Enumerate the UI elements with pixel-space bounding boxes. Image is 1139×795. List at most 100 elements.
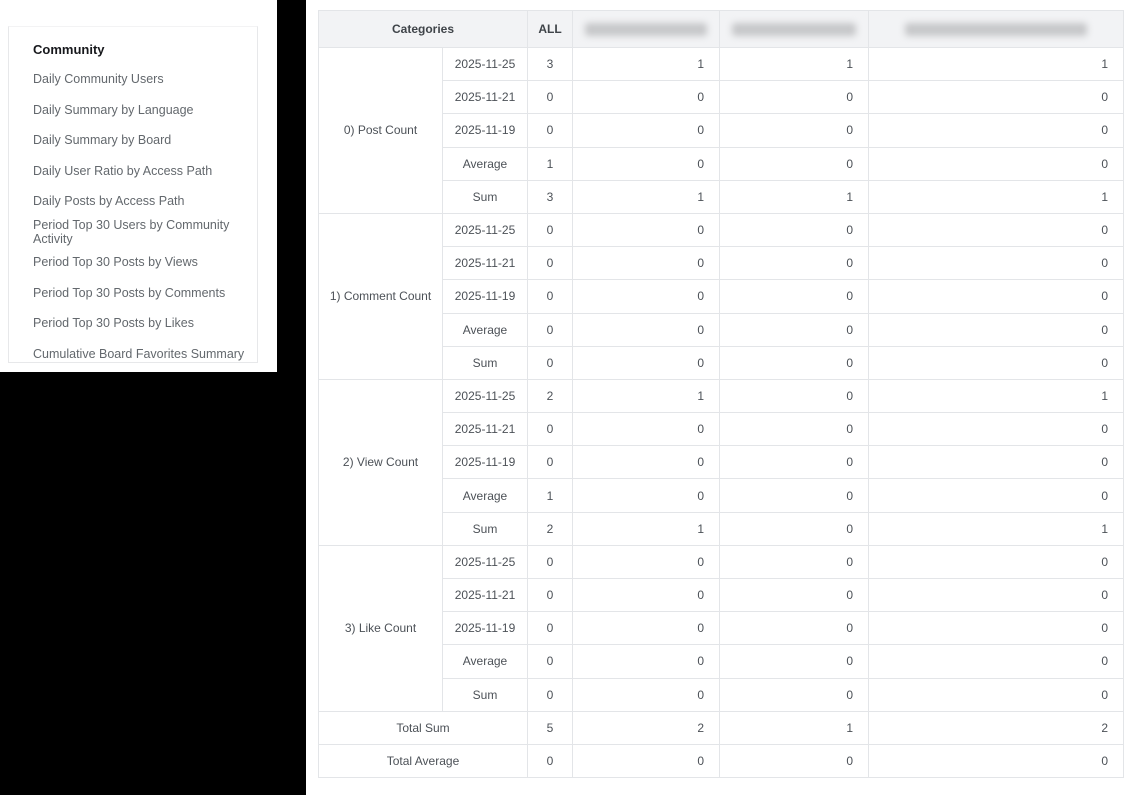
- board-value: 0: [719, 677, 869, 712]
- board-value: 0: [868, 611, 1124, 646]
- all-value: 0: [527, 743, 573, 779]
- summary-row-label: Average: [442, 478, 528, 513]
- date-row-label: 2025-11-19: [442, 445, 528, 480]
- sidebar-item[interactable]: Period Top 30 Posts by Likes: [33, 316, 194, 331]
- menu-title: Community: [33, 42, 105, 57]
- board-value: 1: [719, 46, 869, 82]
- all-value: 0: [527, 312, 573, 347]
- board-value: 0: [572, 345, 720, 380]
- sidebar-item[interactable]: Daily User Ratio by Access Path: [33, 163, 213, 178]
- board-value: 0: [719, 511, 869, 546]
- sidebar-item[interactable]: Daily Summary by Language: [33, 102, 194, 117]
- header-redacted-board-2: [719, 10, 869, 48]
- date-row-label: 2025-11-21: [442, 80, 528, 115]
- board-value: 1: [719, 179, 869, 214]
- board-value: 1: [868, 46, 1124, 82]
- board-value: 0: [719, 478, 869, 513]
- board-value: 0: [868, 80, 1124, 115]
- all-value: 0: [527, 80, 573, 115]
- all-value: 2: [527, 511, 573, 546]
- sidebar-item[interactable]: Period Top 30 Posts by Views: [33, 255, 198, 270]
- summary-row-label: Sum: [442, 345, 528, 380]
- board-value: 0: [868, 279, 1124, 314]
- report-panel: Categories ALL 0) Post Count 2025-11-25 3 1…: [306, 0, 1139, 795]
- board-value: 0: [719, 412, 869, 447]
- summary-row-label: Average: [442, 146, 528, 181]
- all-value: 0: [527, 577, 573, 613]
- table-row: Average 1 0 0 0: [319, 146, 1124, 181]
- sidebar-item[interactable]: Cumulative Board Favorites Summary: [33, 346, 245, 361]
- all-value: 0: [527, 113, 573, 148]
- board-value: 0: [572, 677, 720, 712]
- board-value: 0: [719, 644, 869, 679]
- sidebar-item[interactable]: Daily Summary by Board: [33, 133, 172, 148]
- board-value: 1: [868, 378, 1124, 414]
- board-value: 0: [572, 80, 720, 115]
- summary-row-label: Average: [442, 312, 528, 347]
- date-row-label: 2025-11-25: [442, 378, 528, 414]
- table-row: Average 0 0 0 0: [319, 312, 1124, 347]
- board-value: 0: [572, 743, 720, 779]
- board-value: 0: [719, 445, 869, 480]
- redacted-text-blur: [904, 22, 1088, 36]
- all-value: 5: [527, 710, 573, 745]
- all-value: 0: [527, 544, 573, 580]
- date-row-label: 2025-11-21: [442, 577, 528, 613]
- table-row: 0) Post Count 2025-11-25 3 1 1 1: [318, 46, 1124, 214]
- table-row: 2025-11-21 0 0 0 0: [319, 80, 1124, 115]
- table-row: 2025-11-21 0 0 0 0: [319, 412, 1124, 447]
- summary-row-label: Sum: [442, 179, 528, 214]
- total-row: Total Average 0 0 0 0: [318, 743, 1124, 779]
- board-value: 0: [719, 345, 869, 380]
- community-menu-card: Community Daily Community Users Daily Sum…: [8, 26, 258, 363]
- board-value: 0: [868, 677, 1124, 712]
- table-header-row: Categories ALL: [318, 10, 1124, 48]
- board-value: 0: [719, 611, 869, 646]
- date-row-label: 2025-11-25: [442, 544, 528, 580]
- board-value: 0: [719, 80, 869, 115]
- sidebar-item[interactable]: Period Top 30 Users by Community Activit…: [33, 217, 230, 246]
- sidebar-item[interactable]: Daily Community Users: [33, 72, 164, 87]
- total-row-label: Total Sum: [318, 710, 528, 745]
- date-row-label: 2025-11-19: [442, 113, 528, 148]
- date-row-label: 2025-11-21: [442, 412, 528, 447]
- board-value: 0: [868, 246, 1124, 281]
- all-value: 0: [527, 246, 573, 281]
- table-row: 2025-11-21 0 0 0 0: [319, 246, 1124, 281]
- category-group-label: 3) Like Count: [318, 544, 443, 712]
- all-value: 0: [527, 611, 573, 646]
- all-value: 0: [527, 445, 573, 480]
- board-value: 0: [572, 246, 720, 281]
- board-value: 0: [868, 644, 1124, 679]
- sidebar-item[interactable]: Daily Posts by Access Path: [33, 194, 185, 209]
- community-summary-table: Categories ALL 0) Post Count 2025-11-25 3 1…: [318, 10, 1124, 779]
- table-row: 3) Like Count 2025-11-25 0 0 0 0: [318, 544, 1124, 712]
- board-value: 0: [572, 279, 720, 314]
- all-value: 0: [527, 677, 573, 712]
- board-value: 0: [719, 544, 869, 580]
- total-row: Total Sum 5 2 1 2: [318, 710, 1124, 745]
- board-value: 1: [868, 511, 1124, 546]
- total-row-label: Total Average: [318, 743, 528, 779]
- category-group-label: 1) Comment Count: [318, 212, 443, 380]
- board-value: 0: [868, 146, 1124, 181]
- date-row-label: 2025-11-21: [442, 246, 528, 281]
- summary-row-label: Average: [442, 644, 528, 679]
- all-value: 1: [527, 146, 573, 181]
- table-row: Sum 0 0 0 0: [319, 345, 1124, 380]
- board-value: 0: [719, 113, 869, 148]
- table-row: Average 0 0 0 0: [319, 644, 1124, 679]
- category-group-label: 0) Post Count: [318, 47, 443, 214]
- board-value: 2: [572, 710, 720, 745]
- sidebar-item[interactable]: Period Top 30 Posts by Comments: [33, 285, 226, 300]
- all-value: 3: [527, 179, 573, 214]
- board-value: 0: [572, 577, 720, 613]
- all-value: 2: [527, 378, 573, 414]
- board-value: 0: [868, 113, 1124, 148]
- board-value: 0: [868, 478, 1124, 513]
- header-redacted-board-3: [868, 10, 1124, 48]
- menu-item-list: Daily Community Users Daily Summary by La…: [9, 64, 257, 369]
- board-value: 1: [572, 378, 720, 414]
- board-value: 1: [719, 710, 869, 745]
- table-row: Average 1 0 0 0: [319, 478, 1124, 513]
